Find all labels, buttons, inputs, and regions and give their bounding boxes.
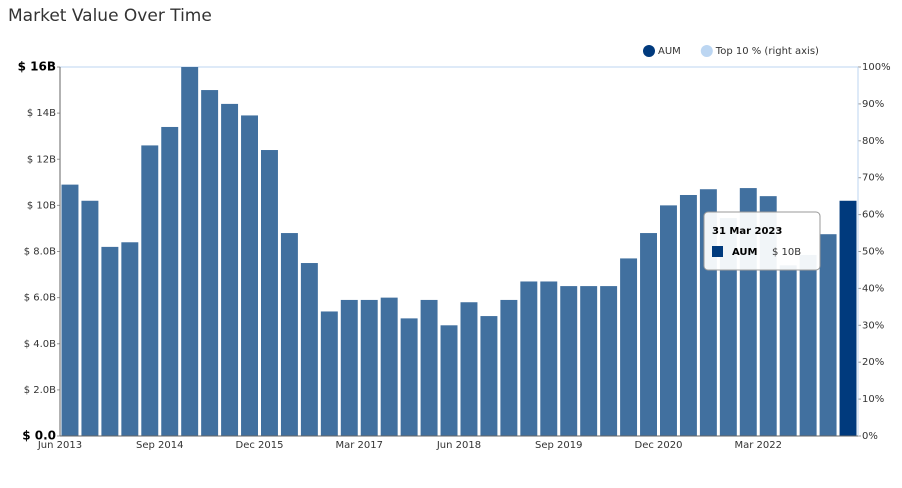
tooltip: 31 Mar 2023 AUM $ 10B [703,211,821,271]
y2-tick-label: 80% [862,136,884,147]
bar [580,286,598,436]
bar [719,218,737,436]
bar [560,286,578,436]
bar [300,263,318,436]
y2-tick-label: 50% [862,247,884,258]
bar [400,318,418,436]
bar [320,311,338,436]
bar [261,150,278,436]
bar [640,233,657,436]
y-tick-label: $ 10B [27,200,56,211]
bar [819,234,837,436]
y2-tick-label: 30% [862,320,884,331]
tooltip-box [703,211,821,271]
x-tick-label: Jun 2013 [37,440,82,451]
bar [81,200,99,436]
x-tick-label: Dec 2020 [635,440,683,451]
y2-tick-label: 90% [862,99,884,110]
bar [340,299,358,436]
y-tick-label: $ 8.0B [24,247,56,258]
tooltip-series: AUM [732,247,758,258]
legend-marker [643,45,655,57]
y2-tick-label: 20% [862,357,884,368]
y-tick-label: $ 2.0B [24,385,56,396]
bar [101,246,119,436]
bar [520,281,538,436]
bar [600,286,618,436]
y-tick-label: $ 0.0 [22,429,56,443]
legend-marker [700,45,713,57]
y2-tick-label: 10% [862,394,884,405]
bar [360,299,378,436]
y-tick-label: $ 14B [27,108,56,119]
bar [799,254,817,436]
bar [440,325,458,436]
bar [181,67,199,436]
x-tick-label: Mar 2022 [735,440,783,451]
tooltip-marker [712,246,723,257]
y-tick-label: $ 16B [18,60,56,74]
bar [540,281,558,436]
y2-tick-label: 100% [862,62,891,73]
bar [660,205,677,436]
chart-title: Market Value Over Time [8,6,212,26]
bar [121,242,139,436]
tooltip-title: 31 Mar 2023 [712,226,782,237]
bar [500,299,518,436]
legend-label: Top 10 % (right axis) [715,46,819,57]
bar [839,200,857,436]
bar [161,126,179,437]
bar [221,103,239,437]
bar [141,145,159,436]
bar [679,194,697,436]
bar [61,184,79,436]
x-tick-label: Sep 2014 [136,440,183,451]
bar [460,302,478,436]
bar [241,115,258,437]
x-tick-label: Jun 2018 [436,440,481,451]
bar [620,258,638,436]
x-tick-label: Sep 2019 [535,440,582,451]
tooltip-value: $ 10B [772,247,801,258]
y-tick-label: $ 6.0B [24,293,56,304]
bar [380,297,398,436]
legend-label: AUM [658,46,681,57]
y-tick-label: $ 12B [27,154,56,165]
y2-tick-label: 0% [862,431,878,442]
bar [201,90,219,436]
y2-tick-label: 60% [862,210,884,221]
y-tick-label: $ 4.0B [24,339,56,350]
bar [480,316,498,436]
bar [280,233,298,436]
y2-tick-label: 70% [862,173,884,184]
x-tick-label: Dec 2015 [236,440,284,451]
y2-tick-label: 40% [862,283,884,294]
bar [779,265,797,436]
x-tick-label: Mar 2017 [336,440,384,451]
bar [420,299,438,436]
